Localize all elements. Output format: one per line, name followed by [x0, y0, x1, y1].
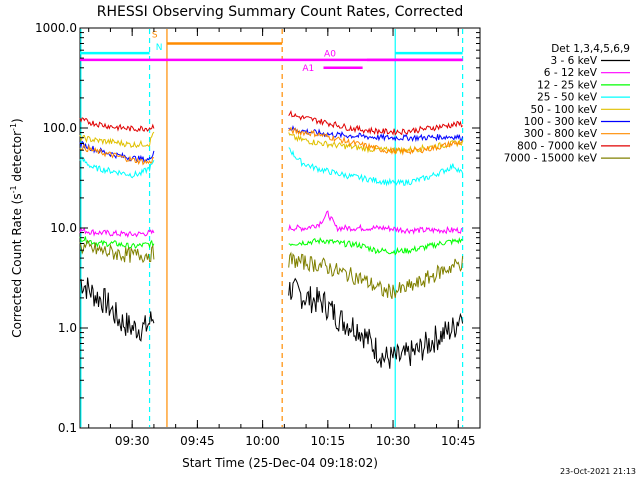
y-axis: 0.1 1.0 10.0 100.0 1000.0 [35, 21, 480, 435]
legend-entry-label: 300 - 800 keV [524, 128, 598, 140]
y-tick-label: 1000.0 [35, 21, 77, 35]
y-tick-label: 0.1 [58, 421, 77, 435]
series-line-seg1 [79, 117, 155, 132]
series-line-seg1 [79, 226, 155, 238]
series-line-seg2 [288, 236, 463, 256]
series-line-seg2 [288, 126, 464, 156]
series-6 [79, 126, 464, 166]
series-line-seg2 [288, 210, 463, 235]
series-line-seg1 [79, 277, 155, 342]
legend-entry-label: 3 - 6 keV [550, 55, 597, 67]
y-axis-label: Corrected Count Rate (s-1 detector-1) [9, 118, 24, 337]
series-line-seg2 [288, 277, 464, 369]
x-axis: 09:30 09:45 10:00 10:15 10:30 10:45 [88, 28, 481, 448]
legend-entry-label: 100 - 300 keV [524, 116, 598, 128]
x-axis-label: Start Time (25-Dec-04 09:18:02) [182, 456, 378, 470]
series-line-seg2 [288, 147, 464, 187]
x-tick-label: 10:00 [245, 434, 280, 448]
series-line-seg1 [79, 156, 155, 179]
series-4 [79, 131, 464, 155]
bar-label-a0: A0 [324, 49, 336, 59]
legend-header: Det 1,3,4,5,6,9 [551, 43, 630, 55]
legend-entry-label: 12 - 25 keV [537, 79, 598, 91]
chart-title: RHESSI Observing Summary Count Rates, Co… [97, 4, 463, 20]
x-tick-label: 10:30 [376, 434, 411, 448]
series-3 [79, 147, 464, 187]
legend-entry-label: 25 - 50 keV [537, 92, 598, 104]
y-tick-label: 10.0 [50, 221, 77, 235]
y-axis-label-sup1: -1 [9, 185, 18, 193]
bar-label-n: N [156, 43, 163, 53]
y-tick-label: 1.0 [58, 321, 77, 335]
x-tick-label: 09:45 [180, 434, 215, 448]
bar-label-s: S [152, 31, 158, 41]
series-line-seg1 [79, 144, 154, 166]
series-lines [79, 109, 464, 369]
y-axis-label-part2: detector [10, 131, 24, 186]
series-line-seg2 [288, 109, 463, 136]
bar-label-a1: A1 [302, 64, 314, 74]
series-line-seg1 [79, 140, 155, 164]
series-2 [79, 236, 463, 256]
x-tick-label: 09:30 [115, 434, 150, 448]
series-line-seg1 [79, 239, 155, 264]
series-8 [79, 239, 464, 299]
y-axis-label-part3: ) [10, 118, 24, 123]
series-0 [79, 277, 464, 369]
y-axis-label-sup2: -1 [9, 123, 18, 131]
legend-entry-label: 6 - 12 keV [544, 67, 598, 79]
series-7 [79, 109, 463, 136]
series-1 [79, 210, 463, 238]
y-tick-label: 100.0 [43, 121, 77, 135]
x-tick-label: 10:15 [311, 434, 346, 448]
legend-entry-label: 800 - 7000 keV [517, 140, 598, 152]
x-tick-label: 10:45 [441, 434, 476, 448]
legend-entry-label: 50 - 100 keV [530, 104, 597, 116]
footer-timestamp: 23-Oct-2021 21:13 [560, 467, 636, 476]
y-axis-label-part1: Corrected Count Rate (s [10, 193, 24, 337]
series-line-seg1 [79, 236, 155, 251]
vertical-markers [80, 29, 464, 427]
legend-entry-label: 7000 - 15000 keV [504, 153, 598, 165]
series-line-seg1 [79, 131, 155, 149]
series-line-seg2 [288, 251, 464, 299]
status-bars: SN A0 A1 [80, 31, 463, 74]
